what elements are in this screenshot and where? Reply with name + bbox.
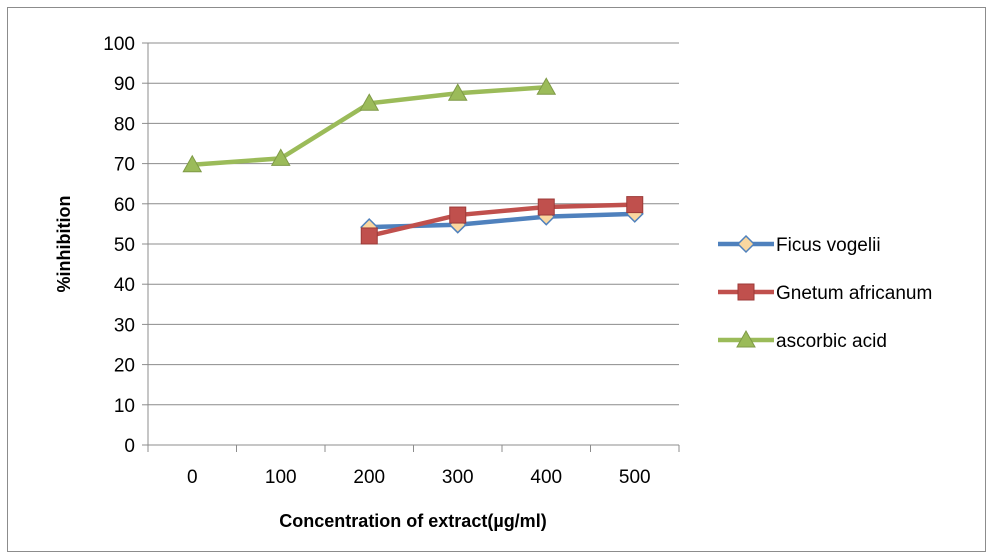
axes	[142, 42, 680, 452]
x-tick-label: 300	[442, 467, 474, 488]
y-tick-label: 100	[103, 34, 135, 55]
y-axis-title: %inhibition	[54, 196, 74, 293]
y-tick-label: 70	[114, 155, 135, 176]
series-gnetum-africanum	[360, 196, 644, 245]
x-tick-label: 200	[353, 467, 385, 488]
legend-item[interactable]: ascorbic acid	[718, 329, 887, 352]
series-line	[368, 202, 635, 239]
y-tick-label: 90	[114, 74, 135, 95]
chart-frame	[7, 7, 986, 552]
data-point	[626, 196, 644, 214]
series-ascorbic-acid	[182, 77, 557, 173]
data-point	[537, 198, 555, 216]
data-point	[449, 206, 467, 224]
y-tick-label: 0	[124, 436, 135, 457]
x-tick-label: 500	[619, 467, 651, 488]
y-tick-labels: 0 10 20 30 40 50 60 70 80 90 100	[103, 34, 135, 457]
y-tick-label: 10	[114, 396, 135, 417]
y-tick-label: 40	[114, 275, 135, 296]
y-tick-label: 30	[114, 315, 135, 336]
x-axis-title: Concentration of extract(µg/ml)	[279, 511, 546, 531]
legend-marker	[737, 283, 755, 301]
legend-label: Gnetum africanum	[776, 283, 932, 304]
data-point	[270, 148, 291, 166]
data-point	[359, 93, 380, 111]
x-tick-labels: 0 100 200 300 400 500	[187, 467, 651, 488]
x-tick-label: 100	[265, 467, 297, 488]
legend-item[interactable]: Ficus vogelii	[718, 234, 881, 256]
legend[interactable]: Ficus vogelii Gnetum africanum ascorbic ac…	[718, 234, 932, 352]
legend-label: ascorbic acid	[776, 331, 887, 352]
y-tick-label: 60	[114, 195, 135, 216]
legend-marker	[736, 329, 756, 348]
legend-marker	[736, 234, 756, 254]
legend-label: Ficus vogelii	[776, 235, 881, 256]
series-layer	[182, 77, 644, 245]
data-point	[182, 154, 203, 173]
y-tick-label: 50	[114, 235, 135, 256]
data-point	[447, 83, 468, 101]
legend-item[interactable]: Gnetum africanum	[718, 283, 932, 304]
x-tick-label: 400	[530, 467, 562, 488]
y-tick-label: 80	[114, 114, 135, 135]
data-point	[536, 77, 557, 95]
y-tick-label: 20	[114, 356, 135, 377]
data-point	[360, 227, 378, 245]
x-tick-label: 0	[187, 467, 198, 488]
